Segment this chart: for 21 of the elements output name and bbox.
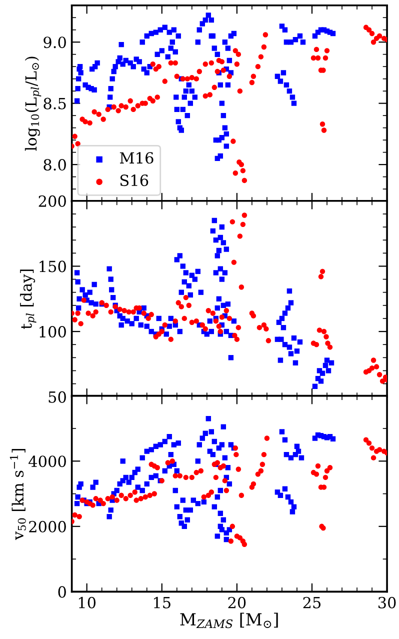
y-axis-title: t$_{pl}$ [day] <box>20 270 36 330</box>
y-tick-label: 8.0 <box>44 159 66 171</box>
y-tick-label: 50 <box>48 391 66 403</box>
y-tick-label: 8.5 <box>44 98 66 110</box>
x-tick-label: 20 <box>228 596 246 608</box>
x-axis-title: M$_{ZAMS}$ [M$_{⊙}$] <box>180 612 278 628</box>
y-tick-label: 150 <box>40 260 66 272</box>
y-tick-label: 200 <box>38 195 66 207</box>
y-axis-title: log$_{10}$(L$_{pl}$/L$_{⊙}$) <box>24 56 42 151</box>
x-tick-label: 10 <box>78 596 96 608</box>
x-tick-label: 15 <box>154 596 170 608</box>
y-axis-title: v$_{50}$ [km s$^{−1}$] <box>10 448 26 540</box>
y-tick-label: 0 <box>58 586 66 598</box>
y-tick-label: 9.0 <box>44 36 66 48</box>
y-tick-label: 2000 <box>29 520 66 532</box>
x-tick-label: 30 <box>378 596 396 608</box>
legend-label: M16 <box>120 152 154 164</box>
legend-label: S16 <box>120 174 148 186</box>
y-tick-label: 100 <box>40 326 66 338</box>
x-tick-label: 25 <box>303 596 321 608</box>
y-tick-label: 4000 <box>28 456 66 468</box>
